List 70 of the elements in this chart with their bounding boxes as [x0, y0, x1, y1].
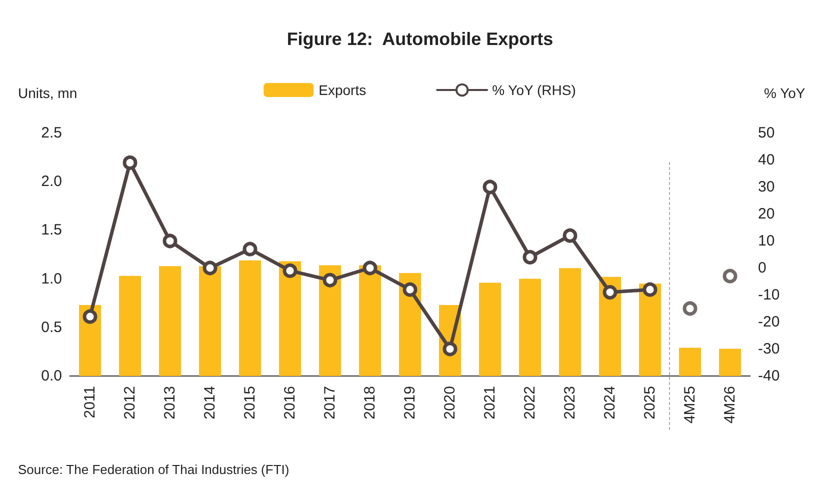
point: [242, 242, 258, 256]
y2-tick-label: -20: [758, 314, 780, 330]
bar: [119, 276, 141, 376]
legend-label: Exports: [318, 82, 366, 98]
x-tick-label: 2018: [362, 386, 378, 420]
x-tick-label: 2015: [242, 386, 258, 420]
y2-axis-title: % YoY: [764, 85, 806, 101]
point: [482, 180, 498, 194]
bar: [159, 266, 181, 376]
x-tick-label: 2021: [482, 386, 498, 420]
point: [362, 260, 378, 276]
bar: [199, 266, 221, 376]
y-tick-label: 2.5: [41, 124, 62, 142]
y2-tick-label: 20: [758, 206, 775, 222]
point: [322, 272, 338, 288]
x-tick-label: 2013: [162, 386, 178, 420]
bar: [319, 265, 341, 376]
y2-tick-label: 0: [758, 260, 766, 276]
y2-tick-label: -30: [758, 340, 780, 358]
bar: [279, 261, 301, 376]
x-tick-label: 2017: [322, 386, 338, 420]
bar: [399, 272, 421, 376]
point: [402, 282, 418, 297]
point: [82, 309, 98, 324]
bar: [679, 348, 701, 376]
x-tick-label: 2016: [282, 386, 298, 420]
chart-title: Figure 12: Automobile Exports: [286, 29, 554, 49]
point: [682, 301, 698, 316]
point: [562, 228, 578, 243]
x-tick-label: 2011: [82, 386, 98, 418]
y2-tick-label: -40: [758, 368, 780, 384]
bar: [519, 278, 541, 376]
point: [602, 285, 618, 300]
x-tick-label: 4M25: [682, 386, 698, 424]
point: [522, 250, 538, 264]
y2-tick-label: 40: [758, 152, 775, 168]
x-tick-label: 2022: [522, 386, 538, 420]
y-tick-label: 0.5: [41, 318, 62, 336]
point: [282, 263, 298, 278]
bar: [479, 282, 501, 376]
bar: [719, 348, 741, 376]
y-tick-label: 0.0: [41, 368, 62, 384]
y2-tick-label: -10: [758, 286, 780, 304]
x-tick-label: 2014: [202, 386, 218, 420]
legend-label: % YoY (RHS): [492, 82, 576, 98]
point: [442, 342, 458, 356]
y-tick-label: 2.0: [41, 173, 62, 190]
y2-tick-label: 50: [758, 124, 775, 142]
source-note: Source: The Federation of Thai Industries (FTI): [18, 462, 290, 477]
point: [722, 268, 738, 284]
x-tick-label: 2023: [562, 386, 578, 420]
x-tick-label: 2024: [602, 386, 618, 420]
x-tick-label: 2019: [402, 386, 418, 420]
y-tick-label: 1.0: [41, 270, 62, 288]
bar: [359, 265, 381, 376]
y2-tick-label: 30: [758, 178, 775, 196]
x-tick-label: 2012: [122, 386, 138, 420]
y-tick-label: 1.5: [41, 222, 62, 239]
point: [122, 155, 138, 170]
x-tick-label: 2025: [642, 386, 658, 420]
point: [162, 234, 178, 248]
point: [642, 282, 658, 297]
bar: [639, 284, 661, 376]
y2-tick-label: 10: [758, 232, 775, 250]
x-tick-label: 4M26: [722, 386, 738, 424]
x-tick-label: 2020: [442, 386, 458, 420]
point: [202, 260, 218, 276]
y-axis-title: Units, mn: [18, 85, 78, 101]
bar: [239, 260, 261, 376]
bar: [559, 268, 581, 376]
